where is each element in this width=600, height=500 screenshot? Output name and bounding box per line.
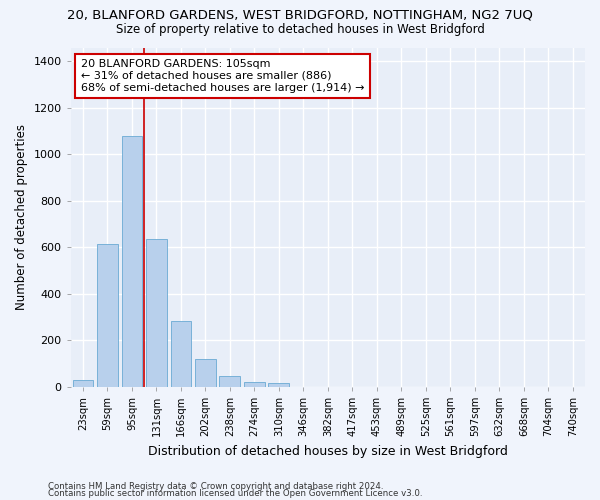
Text: 20, BLANFORD GARDENS, WEST BRIDGFORD, NOTTINGHAM, NG2 7UQ: 20, BLANFORD GARDENS, WEST BRIDGFORD, NO…	[67, 9, 533, 22]
Bar	[170, 320, 191, 387]
Bar	[146, 239, 167, 387]
Bar	[220, 376, 241, 387]
Bar	[244, 382, 265, 387]
Y-axis label: Number of detached properties: Number of detached properties	[15, 124, 28, 310]
Bar	[195, 359, 216, 387]
Bar	[97, 244, 118, 387]
Text: 20 BLANFORD GARDENS: 105sqm
← 31% of detached houses are smaller (886)
68% of se: 20 BLANFORD GARDENS: 105sqm ← 31% of det…	[81, 60, 364, 92]
X-axis label: Distribution of detached houses by size in West Bridgford: Distribution of detached houses by size …	[148, 444, 508, 458]
Bar	[122, 136, 142, 387]
Text: Contains HM Land Registry data © Crown copyright and database right 2024.: Contains HM Land Registry data © Crown c…	[48, 482, 383, 491]
Text: Contains public sector information licensed under the Open Government Licence v3: Contains public sector information licen…	[48, 488, 422, 498]
Text: Size of property relative to detached houses in West Bridgford: Size of property relative to detached ho…	[116, 22, 484, 36]
Bar	[268, 384, 289, 387]
Bar	[73, 380, 94, 387]
